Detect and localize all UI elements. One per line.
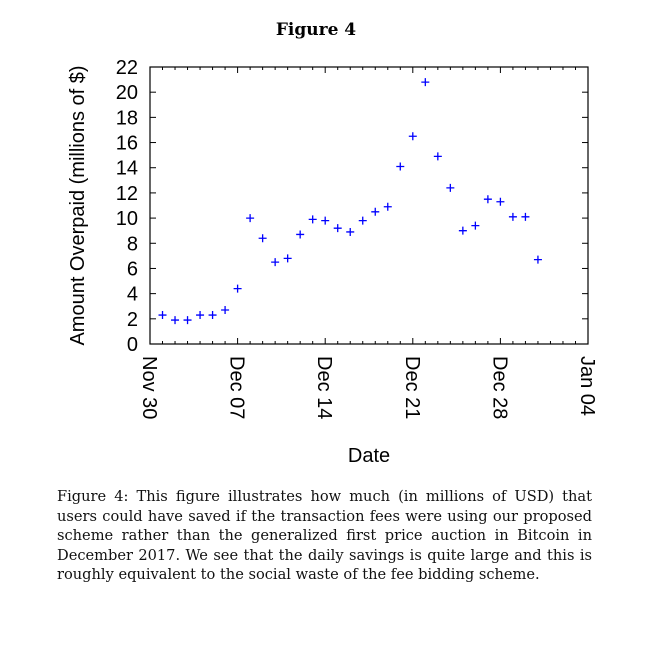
y-tick-label: 10 — [116, 208, 138, 230]
data-point — [221, 306, 230, 315]
y-tick-label: 2 — [127, 309, 138, 331]
y-tick-label: 4 — [127, 284, 138, 306]
x-tick-label: Nov 30 — [138, 356, 160, 419]
data-point — [508, 212, 517, 221]
data-point — [458, 226, 467, 235]
data-point — [246, 214, 255, 223]
plot-frame — [149, 66, 589, 345]
x-tick-label: Dec 14 — [313, 356, 335, 419]
data-point — [358, 216, 367, 225]
data-point — [258, 234, 267, 243]
x-tick-label: Jan 04 — [576, 356, 598, 416]
y-tick-label: 8 — [127, 233, 138, 255]
x-tick-label: Dec 28 — [488, 356, 510, 419]
data-point — [208, 311, 217, 320]
y-tick-label: 16 — [116, 133, 138, 155]
data-point — [383, 202, 392, 211]
y-tick-label: 22 — [116, 57, 138, 79]
y-tick-label: 6 — [127, 258, 138, 280]
data-point — [196, 311, 205, 320]
data-point — [271, 258, 280, 267]
y-tick-label: 20 — [116, 82, 138, 104]
scatter-chart: 0 2 4 6 8 10 12 14 16 18 20 22 Nov 30 Dec 07 Dec 14 Dec… — [67, 57, 598, 467]
data-point — [183, 316, 192, 325]
data-point — [296, 230, 305, 239]
data-point — [421, 78, 430, 87]
data-point — [483, 195, 492, 204]
data-point — [158, 311, 167, 320]
y-axis-label: Amount Overpaid (millions of $) — [67, 65, 89, 345]
x-axis-label: Date — [348, 445, 390, 467]
data-point — [433, 152, 442, 161]
data-point — [333, 224, 342, 233]
x-tick-label: Dec 21 — [401, 356, 423, 419]
data-point — [396, 162, 405, 171]
data-point — [308, 215, 317, 224]
y-tick-label: 14 — [116, 158, 138, 180]
data-point — [233, 284, 242, 293]
data-point — [496, 197, 505, 206]
data-point — [408, 132, 417, 141]
figure-caption: Figure 4: This figure illustrates how mu… — [57, 488, 592, 583]
y-tick-label: 12 — [116, 183, 138, 205]
data-point — [371, 207, 380, 216]
y-tick-label: 0 — [127, 334, 138, 356]
data-point — [521, 212, 530, 221]
figure-title: Figure 4 — [275, 20, 357, 40]
y-tick-label: 18 — [116, 107, 138, 129]
data-point — [171, 316, 180, 325]
x-tick-label: Dec 07 — [226, 356, 248, 419]
data-point — [446, 183, 455, 192]
data-point — [283, 254, 292, 263]
data-point — [533, 255, 542, 264]
data-point — [321, 216, 330, 225]
data-point — [471, 221, 480, 230]
data-point — [346, 227, 355, 236]
